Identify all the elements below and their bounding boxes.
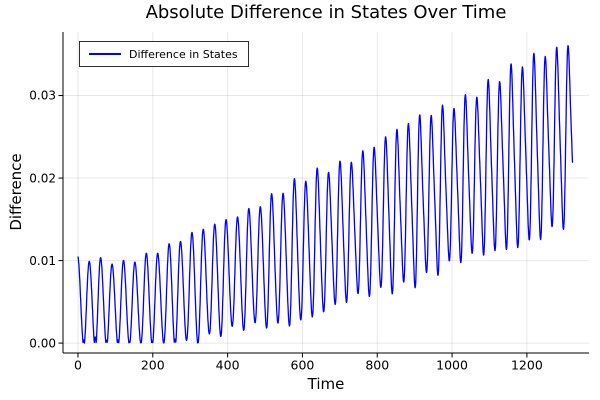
- legend: Difference in States: [79, 41, 249, 67]
- x-tick-label: 200: [141, 358, 165, 373]
- series-line-difference: [77, 45, 574, 344]
- x-tick-label: 600: [291, 358, 315, 373]
- x-tick-label: 0: [74, 358, 82, 373]
- x-tick-label: 400: [216, 358, 240, 373]
- y-tick-label: 0.01: [29, 254, 56, 268]
- y-tick-label: 0.03: [29, 89, 56, 103]
- x-tick-label: 1000: [436, 358, 468, 373]
- y-tick-label: 0.00: [29, 336, 56, 350]
- x-tick-label: 1200: [511, 358, 543, 373]
- x-axis-label: Time: [307, 375, 345, 393]
- x-tick-label: 800: [365, 358, 389, 373]
- y-tick-label: 0.02: [29, 171, 56, 185]
- legend-line-sample: [89, 53, 121, 55]
- legend-label: Difference in States: [129, 47, 238, 61]
- y-axis-label: Difference: [7, 153, 25, 231]
- chart-title: Absolute Difference in States Over Time: [145, 2, 507, 23]
